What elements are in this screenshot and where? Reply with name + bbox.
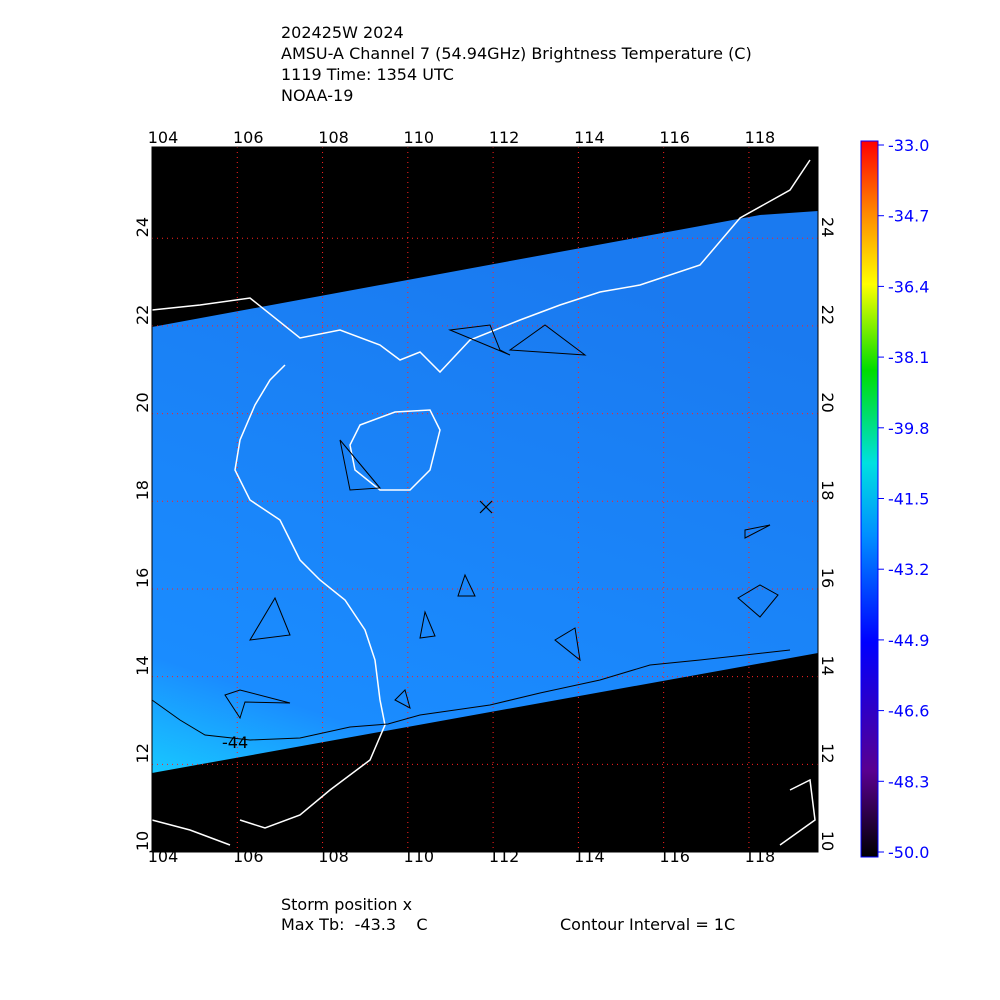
x-tick-label: 108 xyxy=(318,128,349,147)
y-tick-label: 22 xyxy=(818,305,837,325)
colorbar-tick-label: -36.4 xyxy=(888,277,929,296)
title-line: AMSU-A Channel 7 (54.94GHz) Brightness T… xyxy=(281,44,752,63)
y-tick-label: 24 xyxy=(133,217,152,237)
contour-label: -44 xyxy=(222,733,248,752)
x-tick-label: 104 xyxy=(148,128,179,147)
x-tick-label: 116 xyxy=(659,847,690,866)
coastline xyxy=(151,778,816,846)
y-tick-label: 24 xyxy=(818,217,837,237)
contours xyxy=(151,324,791,741)
x-tick-label: 114 xyxy=(574,128,605,147)
coastline xyxy=(234,364,386,829)
coastlines xyxy=(151,159,816,846)
y-tick-label: 16 xyxy=(818,568,837,588)
footer-text: Contour Interval = 1C xyxy=(560,915,735,934)
map-frame xyxy=(151,146,819,853)
contour xyxy=(151,324,791,741)
colorbar-tick-label: -33.0 xyxy=(888,136,929,155)
y-tick-label: 22 xyxy=(133,305,152,325)
data-swath xyxy=(152,211,818,773)
y-tick-label: 10 xyxy=(818,831,837,851)
colorbar-tick-label: -48.3 xyxy=(888,772,929,791)
x-tick-label: 110 xyxy=(404,128,435,147)
y-tick-label: 14 xyxy=(133,655,152,675)
x-tick-label: 106 xyxy=(233,128,264,147)
x-tick-label: 106 xyxy=(233,847,264,866)
y-tick-label: 16 xyxy=(133,568,152,588)
colorbar: -33.0 -34.7 -36.4 -38.1 -39.8 -41.5 -43.2 -44.9… xyxy=(860,136,929,862)
colorbar-tick-label: -50.0 xyxy=(888,843,929,862)
y-tick-label: 20 xyxy=(818,392,837,412)
colorbar-tick-label: -44.9 xyxy=(888,631,929,650)
y-tick-label: 20 xyxy=(133,392,152,412)
x-tick-label: 114 xyxy=(574,847,605,866)
colorbar-tick-label: -34.7 xyxy=(888,207,929,226)
x-tick-label: 118 xyxy=(745,847,776,866)
footer: Storm position x Max Tb: -43.3 C Contour… xyxy=(281,895,735,934)
title-line: 1119 Time: 1354 UTC xyxy=(281,65,454,84)
storm-position xyxy=(479,500,493,514)
y-tick-label: 10 xyxy=(133,831,152,851)
coastline xyxy=(151,159,811,374)
x-tick-label: 116 xyxy=(659,128,690,147)
x-tick-label: 112 xyxy=(489,128,520,147)
y-tick-label: 12 xyxy=(818,743,837,763)
y-tick-label: 12 xyxy=(133,743,152,763)
y-tick-label: 18 xyxy=(818,480,837,500)
footer-text: Storm position x xyxy=(281,895,412,914)
title-line: 202425W 2024 xyxy=(281,23,404,42)
y-tick-label: 14 xyxy=(818,655,837,675)
axes: 104 104 106 106 108 108 110 110 112 112 114 114 116 1… xyxy=(133,128,837,866)
title-block: 202425W 2024 AMSU-A Channel 7 (54.94GHz)… xyxy=(281,23,752,105)
colorbar-tick-label: -41.5 xyxy=(888,490,929,509)
colorbar-tick-label: -38.1 xyxy=(888,348,929,367)
title-line: NOAA-19 xyxy=(281,86,353,105)
x-tick-label: 112 xyxy=(489,847,520,866)
footer-text: Max Tb: -43.3 C xyxy=(281,915,428,934)
x-tick-label: 104 xyxy=(148,847,179,866)
x-tick-label: 108 xyxy=(318,847,349,866)
colorbar-tick-label: -39.8 xyxy=(888,419,929,438)
colorbar-tick-label: -46.6 xyxy=(888,702,929,721)
y-tick-label: 18 xyxy=(133,480,152,500)
colorbar-tick-label: -43.2 xyxy=(888,560,929,579)
colorbar-ramp xyxy=(860,140,879,858)
x-tick-label: 110 xyxy=(404,847,435,866)
coastline xyxy=(349,409,441,491)
x-tick-label: 118 xyxy=(745,128,776,147)
